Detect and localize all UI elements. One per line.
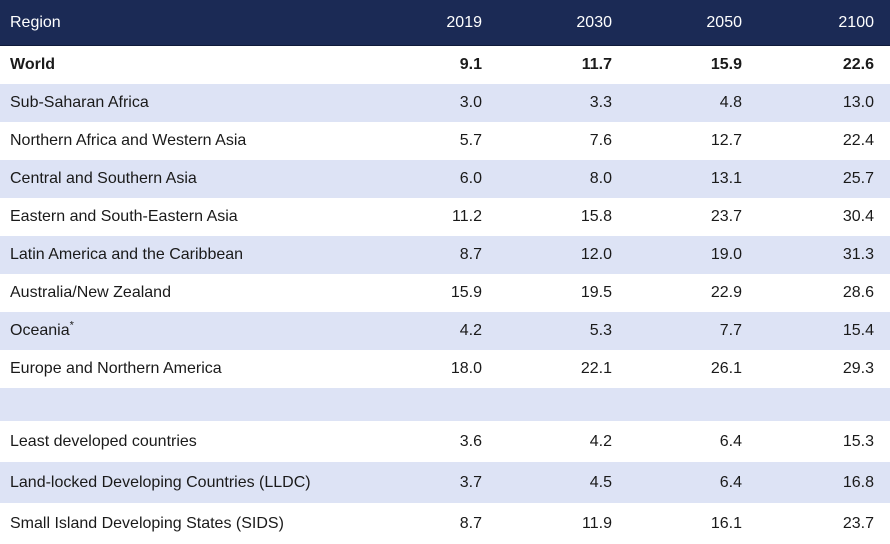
row-2019: 4.2 (459, 322, 482, 339)
row-2019: 5.7 (459, 132, 482, 149)
row-2050: 7.7 (719, 322, 742, 339)
row-region: Northern Africa and Western Asia (10, 132, 247, 149)
table-row: Eastern and South-Eastern Asia 11.2 15.8… (0, 198, 890, 236)
table-row: Sub-Saharan Africa 3.0 3.3 4.8 13.0 (0, 84, 890, 122)
row-2050: 12.7 (710, 132, 742, 149)
row-region: Sub-Saharan Africa (10, 94, 149, 111)
table-row: Land-locked Developing Countries (LLDC) … (0, 462, 890, 503)
row-2030: 3.3 (589, 94, 612, 111)
row-2050: 6.4 (719, 473, 742, 491)
row-2100: 15.4 (842, 322, 874, 339)
row-2019: 3.0 (459, 94, 482, 111)
table-row: Least developed countries 3.6 4.2 6.4 15… (0, 421, 890, 462)
table-row: Oceania* 4.2 5.3 7.7 15.4 (0, 312, 890, 350)
row-2030: 4.5 (589, 473, 612, 491)
row-2019: 15.9 (450, 284, 482, 301)
row-2100: 29.3 (842, 360, 874, 377)
row-2030: 22.1 (580, 360, 612, 377)
row-region: World (10, 56, 56, 73)
row-2050: 23.7 (710, 208, 742, 225)
footnote-marker: * (69, 319, 74, 332)
row-2019: 3.7 (459, 473, 482, 491)
header-2100: 2100 (838, 13, 874, 31)
row-2030: 11.9 (582, 514, 612, 532)
row-2019: 3.6 (459, 432, 482, 450)
row-2100: 22.4 (842, 132, 874, 149)
row-2100: 30.4 (842, 208, 874, 225)
row-2019: 18.0 (450, 360, 482, 377)
row-2100: 15.3 (842, 432, 874, 450)
row-2050: 4.8 (719, 94, 742, 111)
row-2030: 19.5 (580, 284, 612, 301)
row-region: Europe and Northern America (10, 360, 222, 377)
row-2050: 6.4 (719, 432, 742, 450)
row-2050: 15.9 (710, 56, 742, 73)
row-region-label: Oceania (10, 322, 70, 339)
row-region: Latin America and the Caribbean (10, 246, 244, 263)
table-spacer-row (0, 388, 890, 421)
row-region: Eastern and South-Eastern Asia (10, 208, 238, 225)
row-region: Oceania* (0, 319, 360, 340)
table-row: Europe and Northern America 18.0 22.1 26… (0, 350, 890, 388)
table-row: Latin America and the Caribbean 8.7 12.0… (0, 236, 890, 274)
row-2030: 11.7 (581, 56, 612, 73)
header-2019: 2019 (446, 13, 482, 31)
row-2100: 22.6 (842, 56, 874, 73)
row-2100: 25.7 (842, 170, 874, 187)
row-2050: 19.0 (710, 246, 742, 263)
row-2019: 11.2 (452, 208, 482, 225)
row-2050: 26.1 (710, 360, 742, 377)
row-2030: 7.6 (589, 132, 612, 149)
row-2100: 16.8 (842, 473, 874, 491)
header-2050: 2050 (706, 13, 742, 31)
table-row: Small Island Developing States (SIDS) 8.… (0, 503, 890, 544)
row-region: Central and Southern Asia (10, 170, 197, 187)
table-row: Australia/New Zealand 15.9 19.5 22.9 28.… (0, 274, 890, 312)
row-region: Land-locked Developing Countries (LLDC) (10, 473, 311, 491)
row-region: Australia/New Zealand (10, 284, 171, 301)
header-2030: 2030 (576, 13, 612, 31)
row-2030: 8.0 (589, 170, 612, 187)
row-2019: 9.1 (459, 56, 482, 73)
row-2100: 23.7 (842, 514, 874, 532)
table-row: Northern Africa and Western Asia 5.7 7.6… (0, 122, 890, 160)
table-row-world: World 9.1 11.7 15.9 22.6 (0, 46, 890, 84)
row-region: Least developed countries (10, 432, 197, 450)
row-2050: 16.1 (710, 514, 742, 532)
row-2100: 28.6 (842, 284, 874, 301)
row-2030: 15.8 (580, 208, 612, 225)
row-2030: 12.0 (580, 246, 612, 263)
row-2050: 22.9 (710, 284, 742, 301)
table-header-row: Region 2019 2030 2050 2100 (0, 0, 890, 46)
row-2050: 13.1 (710, 170, 742, 187)
row-region: Small Island Developing States (SIDS) (10, 514, 284, 532)
row-2019: 8.7 (459, 246, 482, 263)
row-2100: 31.3 (842, 246, 874, 263)
row-2100: 13.0 (842, 94, 874, 111)
row-2030: 5.3 (589, 322, 612, 339)
row-2019: 6.0 (459, 170, 482, 187)
table-row: Central and Southern Asia 6.0 8.0 13.1 2… (0, 160, 890, 198)
row-2019: 8.7 (459, 514, 482, 532)
header-region: Region (10, 13, 61, 31)
row-2030: 4.2 (589, 432, 612, 450)
